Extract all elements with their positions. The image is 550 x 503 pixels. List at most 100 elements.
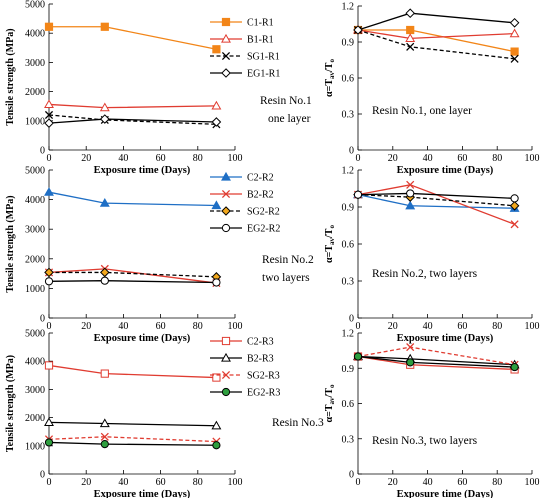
series-EG2-R3 — [44, 438, 221, 450]
legend-label: C1-R1 — [247, 18, 274, 29]
data-point — [100, 276, 109, 285]
y-tick-label: 0 — [349, 146, 354, 157]
data-point — [99, 267, 110, 278]
y-tick-label: 1.2 — [342, 2, 355, 13]
x-tick-label: 20 — [388, 477, 398, 488]
panel-note: Resin No.2 — [262, 254, 314, 266]
x-tick-label: 60 — [457, 153, 467, 164]
data-point — [44, 417, 54, 426]
y-tick-label: 0.6 — [342, 399, 355, 410]
y-tick-label: 0.9 — [342, 364, 355, 375]
y-tick-label: 0 — [349, 314, 354, 325]
y-tick-label: 0.9 — [342, 203, 355, 214]
data-point — [406, 25, 415, 35]
legend-marker — [221, 370, 231, 380]
series-EG2-R2 — [44, 276, 221, 287]
data-point — [406, 343, 415, 352]
y-tick-label: 2000 — [25, 87, 45, 98]
data-point — [510, 194, 519, 203]
y-axis-label: α=Tav/To — [324, 59, 336, 97]
legend-marker — [221, 33, 231, 43]
legend: C1-R1 B1-R1 SG1-R1 EG1-R1 — [210, 18, 280, 80]
series-line — [357, 29, 515, 40]
legend-label: B2-R2 — [247, 190, 274, 201]
series-EG1-R1 — [44, 114, 222, 128]
x-tick-label: 20 — [81, 153, 91, 164]
x-tick-label: 0 — [356, 321, 361, 332]
legend: C2-R3 B2-R3 SG2-R3 EG2-R3 — [210, 337, 280, 399]
y-tick-label: 0.3 — [342, 110, 355, 121]
data-point — [406, 189, 415, 198]
series-line — [48, 436, 217, 443]
series-EG2-R3 — [353, 352, 519, 372]
data-point — [99, 418, 110, 428]
data-point — [510, 54, 519, 63]
data-point — [211, 200, 222, 210]
panel-note: Resin No.1 — [260, 95, 312, 107]
y-axis-label: α=Tav/To — [324, 384, 336, 422]
y-tick-label: 5000 — [25, 0, 45, 11]
series-line — [48, 191, 217, 207]
data-point — [44, 361, 54, 370]
y-tick-label: 5000 — [25, 329, 45, 340]
data-point — [353, 25, 363, 35]
x-tick-label: 20 — [81, 321, 91, 332]
data-point — [353, 352, 363, 361]
y-tick-label: 0 — [40, 470, 45, 481]
data-point — [100, 432, 109, 441]
series-EG1-R1 — [353, 8, 520, 35]
panel-tensile-r3: 0 1000 2000 3000 4000 5000 0 20 40 60 80 100 Exposur… — [5, 329, 324, 501]
y-tick-label: 0.6 — [342, 240, 355, 251]
series-C2-R3 — [44, 361, 221, 382]
x-tick-label: 0 — [47, 477, 52, 488]
legend-marker — [221, 68, 231, 78]
y-axis-label: Tensile strength (MPa) — [5, 195, 16, 292]
series-line — [48, 364, 217, 379]
x-tick-label: 100 — [228, 321, 243, 332]
data-point — [510, 362, 519, 372]
legend-marker — [221, 223, 231, 233]
data-point — [99, 102, 110, 112]
y-tick-label: 0.3 — [342, 434, 355, 445]
series-SG2-R3 — [353, 343, 519, 369]
panel-note: two layers — [262, 272, 310, 284]
data-point — [405, 33, 416, 42]
legend-marker — [221, 17, 231, 27]
x-tick-label: 80 — [492, 153, 502, 164]
legend-marker — [221, 51, 231, 61]
data-point — [406, 180, 415, 189]
x-tick-label: 40 — [118, 477, 128, 488]
legend-label: C2-R3 — [247, 337, 274, 348]
panel-note: Resin No.2, two layers — [372, 268, 478, 280]
x-tick-label: 60 — [156, 321, 166, 332]
x-tick-label: 40 — [118, 153, 128, 164]
series-line — [48, 118, 217, 124]
x-tick-label: 100 — [525, 321, 540, 332]
y-tick-label: 1.2 — [342, 166, 355, 177]
legend-label: B2-R3 — [247, 354, 274, 365]
data-point — [406, 358, 415, 367]
data-point — [44, 118, 54, 128]
data-point — [44, 99, 54, 109]
y-tick-label: 0 — [349, 470, 354, 481]
y-tick-label: 0.9 — [342, 38, 355, 49]
data-point — [509, 200, 520, 211]
x-tick-label: 80 — [193, 477, 203, 488]
data-point — [100, 440, 109, 449]
y-tick-label: 3000 — [25, 385, 45, 396]
series-line — [48, 114, 217, 125]
series-line — [357, 346, 515, 366]
legend-marker — [221, 387, 231, 397]
y-tick-label: 4000 — [25, 195, 45, 206]
x-tick-label: 80 — [492, 477, 502, 488]
x-tick-label: 0 — [356, 153, 361, 164]
data-point — [509, 28, 520, 38]
legend: C2-R2 B2-R2 SG2-R2 EG2-R2 — [210, 171, 280, 235]
x-axis-label: Exposure time (Days) — [397, 165, 494, 176]
data-point — [211, 117, 222, 127]
y-tick-label: 5000 — [25, 166, 45, 177]
legend-label: EG2-R3 — [247, 388, 280, 399]
